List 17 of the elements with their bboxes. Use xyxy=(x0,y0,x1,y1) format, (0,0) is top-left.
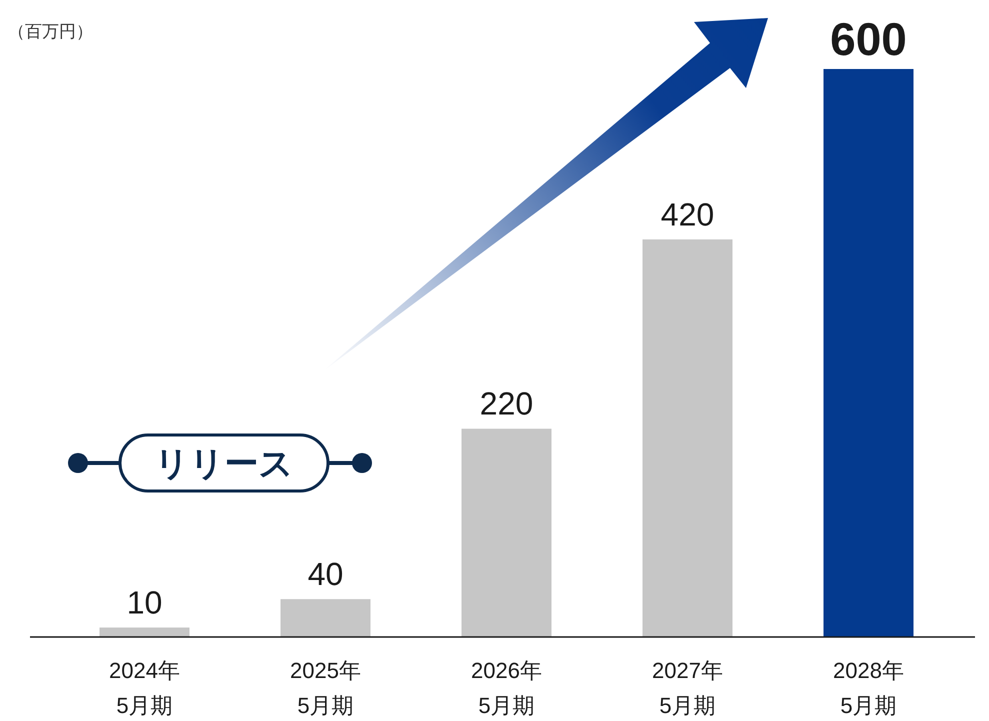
data-label: 10 xyxy=(126,584,162,621)
annotation: リリース xyxy=(154,445,294,483)
x-tick-label: 2026年 5月期 xyxy=(471,658,542,718)
data-label: 600 xyxy=(830,13,907,65)
bar xyxy=(824,69,914,637)
x-tick-label: 2027年 5月期 xyxy=(652,658,723,718)
data-label: 40 xyxy=(308,556,344,592)
data-label: 220 xyxy=(480,386,534,422)
x-tick-label: 2025年 5月期 xyxy=(290,658,361,718)
bar xyxy=(462,428,552,637)
x-tick-label: 2024年 5月期 xyxy=(109,658,180,718)
bar xyxy=(100,628,190,637)
x-tick-label: 2028年 5月期 xyxy=(833,658,904,718)
bar xyxy=(642,239,732,637)
bar xyxy=(280,599,370,637)
data-label: 420 xyxy=(660,196,714,232)
y-axis-title: （百万円） xyxy=(8,22,93,41)
